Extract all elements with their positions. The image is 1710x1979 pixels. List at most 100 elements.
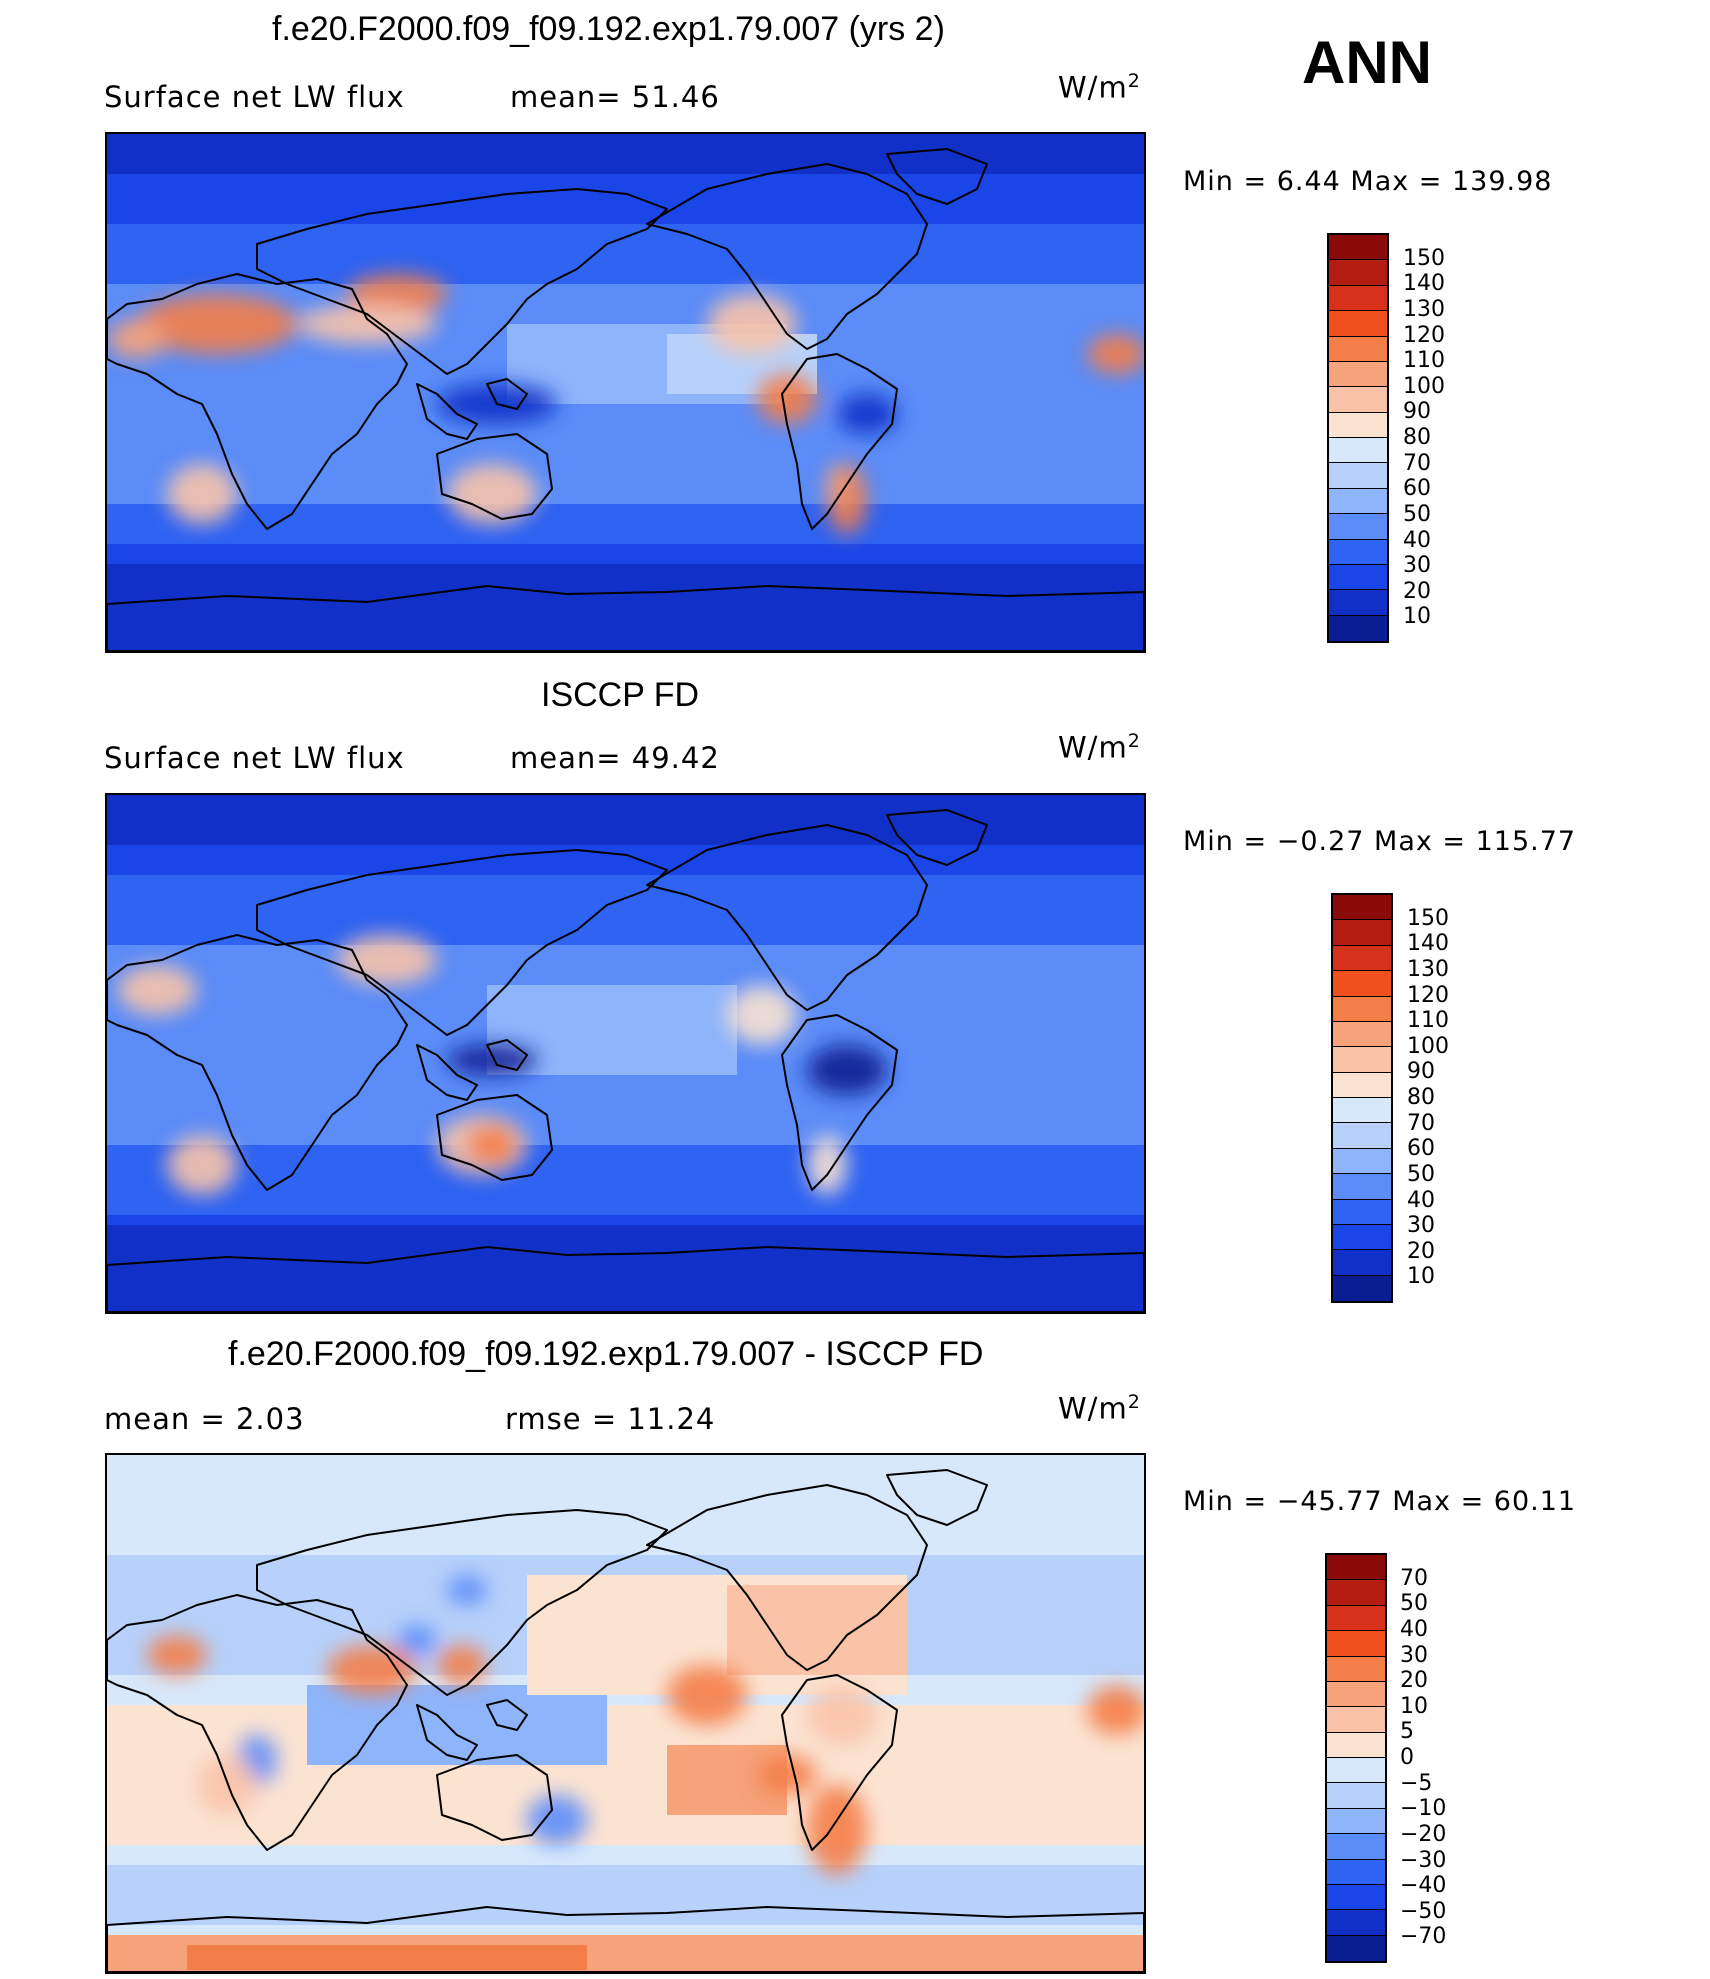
colorbar-tick-label: 120 [1407,982,1449,1008]
colorbar-tick-label: 40 [1403,527,1431,553]
colorbar-tick-label: 70 [1400,1565,1428,1591]
colorbar-tick-label: 0 [1400,1745,1414,1770]
colorbar-tick-label: 5 [1400,1719,1414,1745]
colorbar-observed [1331,893,1393,1303]
colorbar-model [1327,233,1389,643]
colorbar-tick-label: 150 [1403,245,1445,271]
colorbar-tick-label: 110 [1403,348,1445,374]
colorbar-swatch [1327,1631,1385,1657]
coastlines [107,809,1144,1312]
colorbar-tick-label: 70 [1407,1110,1435,1136]
colorbar-tick-label: 20 [1400,1668,1428,1694]
colorbar-tick-label: 100 [1403,373,1445,399]
colorbar-tick-label: 30 [1407,1213,1435,1239]
colorbar-swatch [1327,1555,1385,1581]
season-label: ANN [1302,29,1432,96]
colorbar-swatch [1333,971,1391,997]
colorbar-swatch [1329,412,1387,438]
world-map-model [105,132,1146,653]
colorbar-swatch [1327,1758,1385,1784]
panel-title: f.e20.F2000.f09_f09.192.exp1.79.007 - IS… [228,1335,984,1373]
colorbar-swatch [1333,1123,1391,1149]
colorbar-swatch [1333,1072,1391,1098]
colorbar-swatch [1327,1732,1385,1758]
colorbar-tick-label: 120 [1403,322,1445,348]
units-label: W/m2 [1058,730,1141,765]
colorbar-difference [1325,1553,1387,1963]
colorbar-swatch [1333,1199,1391,1225]
colorbar-swatch [1333,1148,1391,1175]
colorbar-swatch [1333,1250,1391,1276]
colorbar-tick-label: −20 [1400,1821,1447,1847]
colorbar-tick-label: 30 [1400,1642,1428,1668]
variable-label: Surface net LW flux [104,741,405,775]
colorbar-swatch [1329,336,1387,362]
colorbar-tick-label: 90 [1403,399,1431,425]
colorbar-tick-label: 150 [1407,905,1449,931]
colorbar-swatch [1333,1098,1391,1124]
colorbar-tick-label: 50 [1400,1591,1428,1617]
colorbar-tick-label: 10 [1407,1264,1435,1290]
colorbar-swatch [1329,539,1387,565]
colorbar-swatch [1327,1681,1385,1708]
colorbar-swatch [1333,1174,1391,1200]
colorbar-tick-label: 90 [1407,1059,1435,1085]
panel-title: ISCCP FD [541,676,700,714]
units-label: W/m2 [1058,70,1141,105]
colorbar-swatch [1329,311,1387,337]
colorbar-tick-label: −40 [1400,1873,1447,1899]
colorbar-swatch [1327,1656,1385,1682]
colorbar-swatch [1329,387,1387,413]
colorbar-swatch [1327,1859,1385,1885]
colorbar-tick-label: −5 [1400,1770,1433,1796]
colorbar-swatch [1327,1884,1385,1911]
panel-title: f.e20.F2000.f09_f09.192.exp1.79.007 (yrs… [272,10,945,48]
colorbar-swatch [1329,285,1387,312]
mean-value: mean= 51.46 [510,80,720,114]
colorbar-labels-difference: 70 50 40 30 20 10 5 0 −5 −10 −20 −30 −40 −50 −70 [1400,1553,1500,1963]
colorbar-tick-label: 40 [1407,1187,1435,1213]
colorbar-labels-observed: 150 140 130 120 110 100 90 80 70 60 50 40 30 20 10 [1407,893,1507,1303]
colorbar-tick-label: 80 [1403,425,1431,450]
colorbar-tick-label: 130 [1407,956,1449,982]
colorbar-tick-label: 20 [1407,1238,1435,1264]
colorbar-tick-label: 10 [1400,1693,1428,1719]
colorbar-tick-label: 130 [1403,296,1445,322]
colorbar-tick-label: 110 [1407,1008,1449,1034]
colorbar-swatch [1327,1783,1385,1809]
mean-value: mean= 49.42 [510,741,720,775]
colorbar-swatch [1329,564,1387,591]
colorbar-swatch [1333,996,1391,1022]
colorbar-swatch [1329,514,1387,540]
min-max-label: Min = −0.27 Max = 115.77 [1183,826,1577,857]
colorbar-swatch [1327,1707,1385,1733]
min-max-label: Min = 6.44 Max = 139.98 [1183,166,1553,197]
colorbar-swatch [1329,590,1387,616]
colorbar-swatch [1327,1910,1385,1936]
variable-label: Surface net LW flux [104,80,405,114]
colorbar-swatch [1333,1021,1391,1048]
coastlines [107,1469,1144,1972]
colorbar-labels-model: 150 140 130 120 110 100 90 80 70 60 50 40 30 20 10 [1403,233,1503,643]
colorbar-swatch [1327,1834,1385,1860]
colorbar-swatch [1329,615,1387,641]
colorbar-swatch [1329,463,1387,489]
colorbar-swatch [1333,895,1391,921]
world-map-difference [105,1453,1146,1974]
colorbar-swatch [1329,235,1387,261]
colorbar-tick-label: 60 [1403,476,1431,502]
colorbar-tick-label: 140 [1407,931,1449,957]
colorbar-tick-label: −70 [1400,1924,1447,1950]
world-map-observed [105,793,1146,1314]
colorbar-swatch [1333,1224,1391,1251]
colorbar-swatch [1327,1605,1385,1632]
colorbar-tick-label: 60 [1407,1136,1435,1162]
colorbar-swatch [1333,1047,1391,1073]
colorbar-swatch [1329,361,1387,388]
coastlines [107,148,1144,651]
colorbar-tick-label: 100 [1407,1033,1449,1059]
colorbar-tick-label: 50 [1407,1161,1435,1187]
colorbar-tick-label: −50 [1400,1898,1447,1924]
colorbar-tick-label: 80 [1407,1085,1435,1110]
colorbar-tick-label: 10 [1403,604,1431,630]
